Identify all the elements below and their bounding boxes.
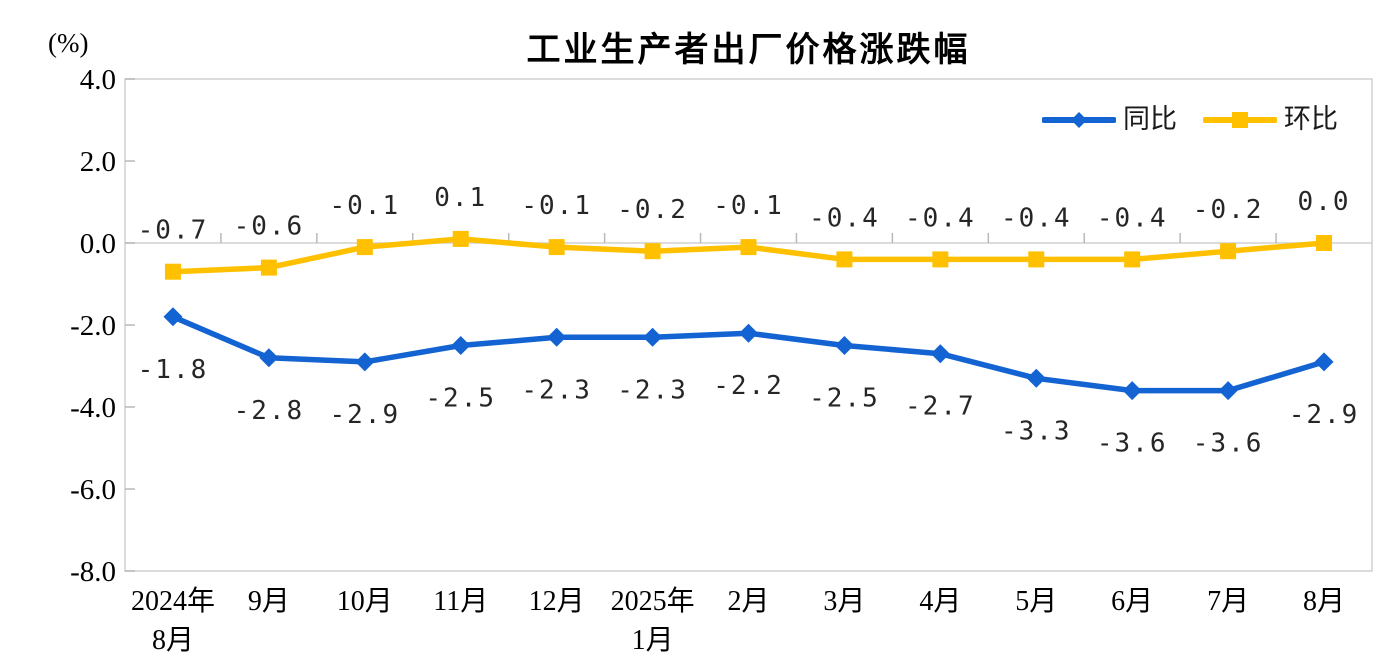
data-label: -0.4 (905, 203, 976, 233)
data-point-marker (644, 243, 661, 260)
data-label: 0.1 (434, 183, 487, 213)
x-axis-label: 1月 (632, 625, 674, 656)
data-label: -2.9 (1289, 400, 1360, 430)
x-axis-label: 9月 (248, 586, 290, 617)
data-label: -3.3 (1001, 416, 1072, 446)
data-label: -2.7 (905, 392, 976, 422)
legend-item-同比: 同比 (1042, 106, 1177, 133)
data-point-marker (1316, 235, 1333, 251)
data-label: -2.3 (521, 375, 592, 405)
y-axis-tick-label: -4.0 (70, 392, 116, 424)
y-axis-tick-label: 0.0 (80, 228, 116, 260)
y-axis-tick-label: -2.0 (70, 310, 116, 342)
data-point-marker (643, 327, 663, 347)
data-label: -3.6 (1097, 429, 1168, 459)
data-label: -2.2 (713, 371, 784, 401)
data-point-marker (547, 327, 567, 347)
data-label: -2.9 (329, 400, 400, 430)
data-label: -2.8 (234, 396, 305, 426)
data-label: -2.3 (617, 375, 688, 405)
x-axis-label: 12月 (529, 586, 585, 617)
x-axis-label: 11月 (433, 586, 488, 617)
legend-item-环比: 环比 (1203, 106, 1338, 133)
data-label: -0.1 (521, 191, 592, 221)
data-point-marker (1220, 243, 1237, 260)
data-point-marker (163, 307, 183, 327)
square-marker-icon (1232, 111, 1248, 128)
legend: 同比 环比 (1042, 106, 1338, 133)
data-point-marker (1122, 381, 1142, 401)
data-label: -3.6 (1193, 429, 1264, 459)
legend-swatch (1042, 111, 1116, 128)
data-point-marker (452, 230, 469, 247)
x-axis-label: 3月 (823, 586, 865, 617)
y-axis-tick-label: -6.0 (70, 474, 116, 506)
data-label: -0.6 (234, 212, 305, 242)
data-label: -1.8 (138, 355, 209, 385)
x-axis-label: 10月 (337, 586, 393, 617)
data-point-marker (1028, 251, 1045, 268)
y-axis-unit-label: (%) (48, 28, 89, 58)
x-axis-label: 6月 (1111, 586, 1153, 617)
x-axis-label: 7月 (1207, 586, 1249, 617)
data-label: -0.2 (1193, 195, 1264, 225)
data-point-marker (451, 336, 471, 355)
data-point-marker (932, 251, 949, 268)
x-axis-label: 2024年 (131, 585, 215, 617)
chart-title: 工业生产者出厂价格涨跌幅 (526, 30, 971, 70)
data-point-marker (1124, 251, 1141, 268)
x-axis-label: 8月 (1303, 586, 1345, 617)
diamond-marker-icon (1071, 111, 1087, 128)
legend-label: 环比 (1284, 104, 1338, 135)
data-point-marker (548, 239, 565, 256)
data-point-marker (260, 259, 277, 276)
x-axis-label: 2025年 (611, 585, 695, 617)
data-point-marker (834, 336, 854, 355)
x-axis-label: 2月 (727, 586, 769, 617)
data-point-marker (930, 344, 950, 364)
data-label: -2.5 (425, 384, 496, 414)
data-point-marker (259, 348, 279, 368)
x-axis-label: 5月 (1015, 586, 1057, 617)
data-label: -0.4 (1001, 203, 1072, 233)
data-point-marker (836, 251, 853, 268)
data-point-marker (739, 323, 758, 343)
y-axis-tick-label: 4.0 (80, 64, 116, 96)
y-axis-tick-label: 2.0 (80, 146, 116, 178)
data-point-marker (356, 239, 373, 256)
data-point-marker (355, 352, 375, 372)
data-label: -0.4 (1097, 203, 1168, 233)
data-point-marker (1314, 352, 1334, 372)
data-label: -0.1 (713, 191, 784, 221)
data-label: -0.1 (329, 191, 400, 221)
legend-label: 同比 (1123, 104, 1177, 135)
y-axis-tick-label: -8.0 (70, 556, 116, 588)
x-axis-label: 4月 (919, 586, 961, 617)
x-axis-label: 8月 (152, 625, 194, 656)
data-label: 0.0 (1298, 187, 1351, 217)
data-label: -0.7 (138, 216, 209, 246)
data-label: -0.4 (809, 203, 880, 233)
data-point-marker (1026, 368, 1046, 388)
data-label: -0.2 (617, 195, 688, 225)
data-label: -2.5 (809, 384, 880, 414)
data-point-marker (164, 263, 181, 280)
legend-swatch (1203, 111, 1277, 128)
data-point-marker (1218, 381, 1238, 401)
data-point-marker (740, 239, 757, 256)
